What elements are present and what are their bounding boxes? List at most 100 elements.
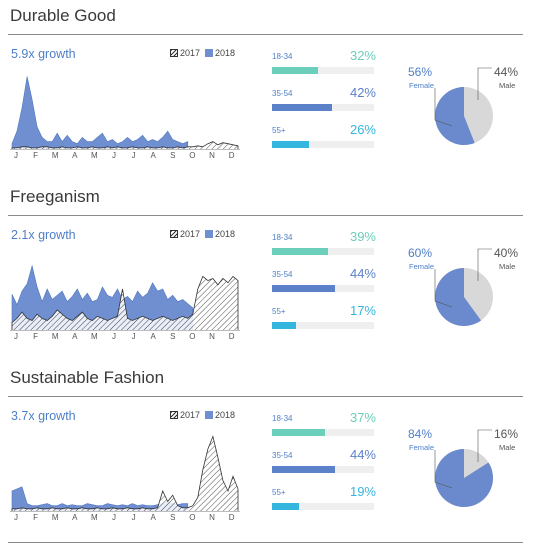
month-tick-label: S (170, 513, 176, 522)
month-tick-label: A (72, 513, 78, 522)
age-breakdown: 18-34 37% 35-54 44% 55+ 19% (272, 410, 376, 521)
month-tick-label: O (189, 513, 196, 522)
chart-legend: 2017 2018 (170, 48, 235, 58)
age-bar-track (272, 67, 374, 74)
age-bar-track (272, 141, 374, 148)
month-tick-label: M (91, 151, 98, 160)
age-group-label: 35-54 (272, 89, 293, 98)
male-percent: 16% (494, 427, 519, 441)
age-group-label: 35-54 (272, 270, 293, 279)
month-tick-label: D (228, 151, 235, 160)
month-tick-label: J (112, 332, 116, 341)
legend-label-2017: 2017 (180, 229, 201, 239)
age-row: 18-34 39% (272, 229, 376, 266)
age-bar-fill (272, 285, 335, 292)
month-tick-label: J (14, 151, 18, 160)
male-percent: 44% (494, 65, 519, 79)
female-label: Female (409, 262, 435, 271)
age-percent: 37% (349, 410, 376, 425)
male-label: Male (499, 81, 516, 90)
age-percent: 44% (349, 447, 376, 462)
area-chart (10, 264, 240, 331)
age-bar-track (272, 285, 374, 292)
month-tick-label: D (228, 513, 235, 522)
pie-slice-female (434, 87, 475, 145)
chart-legend: 2017 2018 (170, 229, 235, 239)
age-breakdown: 18-34 32% 35-54 42% 55+ 26% (272, 48, 376, 159)
age-group-label: 55+ (272, 307, 286, 316)
female-percent: 56% (408, 65, 433, 79)
month-tick-label: A (150, 332, 156, 341)
month-tick-label: M (51, 151, 59, 160)
series-2017-area (11, 435, 239, 512)
age-row: 18-34 32% (272, 48, 376, 85)
month-tick-label: S (170, 151, 176, 160)
age-row: 35-54 44% (272, 447, 376, 484)
age-group-label: 18-34 (272, 414, 293, 423)
male-label: Male (499, 443, 516, 452)
month-tick-label: O (189, 151, 196, 160)
month-tick-label: A (150, 151, 156, 160)
month-tick-label: F (33, 513, 39, 522)
month-tick-label: A (150, 513, 156, 522)
month-tick-label: J (131, 151, 136, 160)
month-tick-label: F (33, 332, 39, 341)
section-title: Durable Good (10, 6, 116, 25)
age-breakdown: 18-34 39% 35-54 44% 55+ 17% (272, 229, 376, 340)
section-divider (8, 396, 523, 397)
growth-label: 3.7x growth (11, 409, 76, 423)
month-tick-label: N (209, 513, 215, 522)
age-row: 18-34 37% (272, 410, 376, 447)
chart-legend: 2017 2018 (170, 410, 235, 420)
month-tick-label: J (14, 332, 18, 341)
month-tick-label: M (51, 332, 59, 341)
legend-label-2018: 2018 (215, 48, 236, 58)
age-bar-track (272, 503, 374, 510)
female-leader-line (434, 269, 453, 308)
area-chart (10, 76, 240, 150)
age-bar-track (272, 322, 374, 329)
age-percent: 32% (349, 48, 376, 63)
age-bar-fill (272, 503, 299, 510)
age-bar-fill (272, 141, 309, 148)
age-group-label: 35-54 (272, 451, 293, 460)
legend-swatch-2018 (205, 411, 214, 419)
age-row: 35-54 42% (272, 85, 376, 122)
age-percent: 19% (349, 484, 376, 499)
month-tick-label: J (131, 332, 136, 341)
series-2018-area (11, 76, 189, 150)
age-percent: 26% (349, 122, 376, 137)
female-leader-line (434, 88, 453, 127)
month-tick-label: O (189, 332, 196, 341)
month-tick-label: J (112, 513, 116, 522)
age-bar-fill (272, 322, 296, 329)
age-bar-fill (272, 67, 318, 74)
growth-label: 5.9x growth (11, 47, 76, 61)
pie-slice-female (435, 449, 494, 507)
legend-swatch-2017 (170, 411, 178, 419)
legend-label-2018: 2018 (215, 229, 236, 239)
age-row: 55+ 26% (272, 122, 376, 159)
gender-pie-chart (434, 248, 493, 326)
age-group-label: 55+ (272, 126, 286, 135)
legend-label-2017: 2017 (180, 410, 201, 420)
age-bar-track (272, 104, 374, 111)
pie-slice-female (435, 268, 482, 326)
month-tick-label: A (72, 151, 78, 160)
section-divider (8, 215, 523, 216)
legend-swatch-2018 (205, 49, 214, 57)
section-title: Sustainable Fashion (10, 368, 165, 387)
month-tick-label: J (131, 513, 136, 522)
section-0: Durable Good 5.9x growth 2017 2018 J F M A M J J A S… (0, 0, 554, 181)
growth-label: 2.1x growth (11, 228, 76, 242)
age-bar-fill (272, 104, 332, 111)
male-leader-line (477, 67, 492, 100)
male-leader-line (477, 429, 492, 462)
month-tick-label: J (14, 513, 18, 522)
age-row: 55+ 17% (272, 303, 376, 340)
month-tick-label: A (72, 332, 78, 341)
area-chart (10, 435, 240, 512)
